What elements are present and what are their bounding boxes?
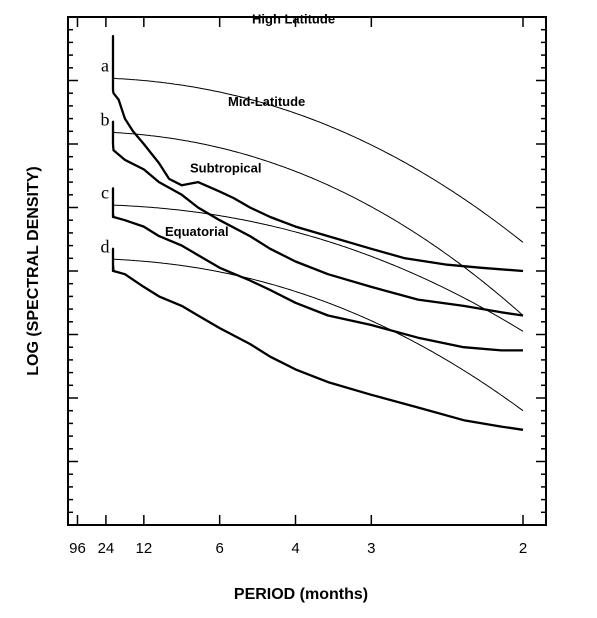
x-tick-label: 2 (519, 540, 527, 557)
series-letter-label: d (101, 236, 110, 256)
x-tick-label: 3 (367, 540, 375, 557)
series-name-label: Subtropical (190, 161, 262, 176)
series-letter-label: c (101, 182, 109, 202)
fit-curves (113, 78, 523, 410)
plot-frame (68, 17, 546, 525)
x-tick-label: 12 (135, 540, 152, 557)
y-axis-title: LOG (SPECTRAL DENSITY) (25, 166, 42, 376)
fit-curve (113, 78, 523, 242)
series-name-label: Mid-Latitude (228, 94, 305, 109)
series-name-label: High Latitude (252, 11, 335, 26)
x-tick-label: 24 (98, 540, 115, 557)
y-axis-ticks (68, 17, 546, 525)
x-tick-label: 6 (215, 540, 223, 557)
x-axis-title: PERIOD (months) (234, 586, 368, 603)
x-tick-label: 96 (69, 540, 86, 557)
series-name-label: Equatorial (165, 224, 229, 239)
x-tick-label: 4 (291, 540, 299, 557)
series-letter-label: b (101, 109, 110, 129)
fit-curve (113, 259, 523, 411)
observed-curve (113, 249, 523, 430)
observed-curve (113, 122, 523, 316)
series-letter-label: a (101, 55, 109, 75)
